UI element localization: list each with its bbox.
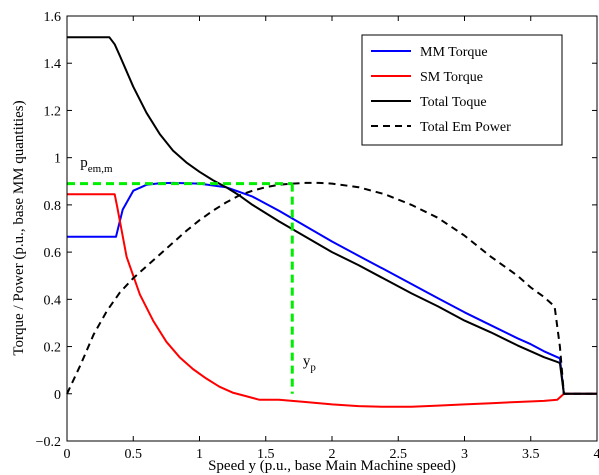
x-axis-label: Speed y (p.u., base Main Machine speed) [208,458,456,474]
y-tick-label: 1.2 [44,104,62,119]
y-tick-label: 1.6 [44,10,62,25]
y-tick-label: 0.6 [44,246,62,261]
x-tick-label: 0.5 [125,447,143,462]
y-tick-label: 1 [54,152,61,167]
y-tick-label: 0.4 [44,293,62,308]
legend: MM Torque SM Torque Total Toque Total Em Po… [361,34,563,146]
x-tick-label: 3 [461,447,468,462]
legend-label: MM Torque [420,45,488,60]
annotation-pem-sub: em,m [88,163,113,175]
annotation-yp-sub: p [310,361,316,373]
x-tick-label: 2.5 [390,447,408,462]
annotation-yp: yp [303,353,317,373]
x-tick-label: 1.5 [257,447,275,462]
guide-layer [67,182,294,394]
series-line-sm-torque [67,193,597,408]
legend-label: Total Em Power [420,120,511,135]
y-tick-label: −0.2 [36,435,61,450]
y-tick-label: 0 [54,388,61,403]
y-tick-label: 0.8 [44,199,62,214]
y-tick-label: 0.2 [44,341,62,356]
x-tick-label: 0 [64,447,71,462]
y-tick-label: 1.4 [44,57,62,72]
annotation-pem: pem,m [80,155,113,175]
y-axis-label: Torque / Power (p.u., base MM quantities… [11,100,27,355]
x-tick-label: 1 [196,447,203,462]
x-tick-label: 3.5 [522,447,540,462]
x-tick-label: 4 [594,447,599,462]
tick-layer: 0 0.5 1 1.5 2 2.5 3 3.5 4−0.200.20.40.60.811.21.… [36,10,599,462]
legend-label: SM Torque [420,70,483,85]
series-line-total-em-power [66,181,597,395]
annotation-pem-main: p [80,155,88,171]
legend-label: Total Toque [420,95,487,110]
annotation-yp-main: y [303,353,311,369]
x-tick-label: 2 [329,447,336,462]
